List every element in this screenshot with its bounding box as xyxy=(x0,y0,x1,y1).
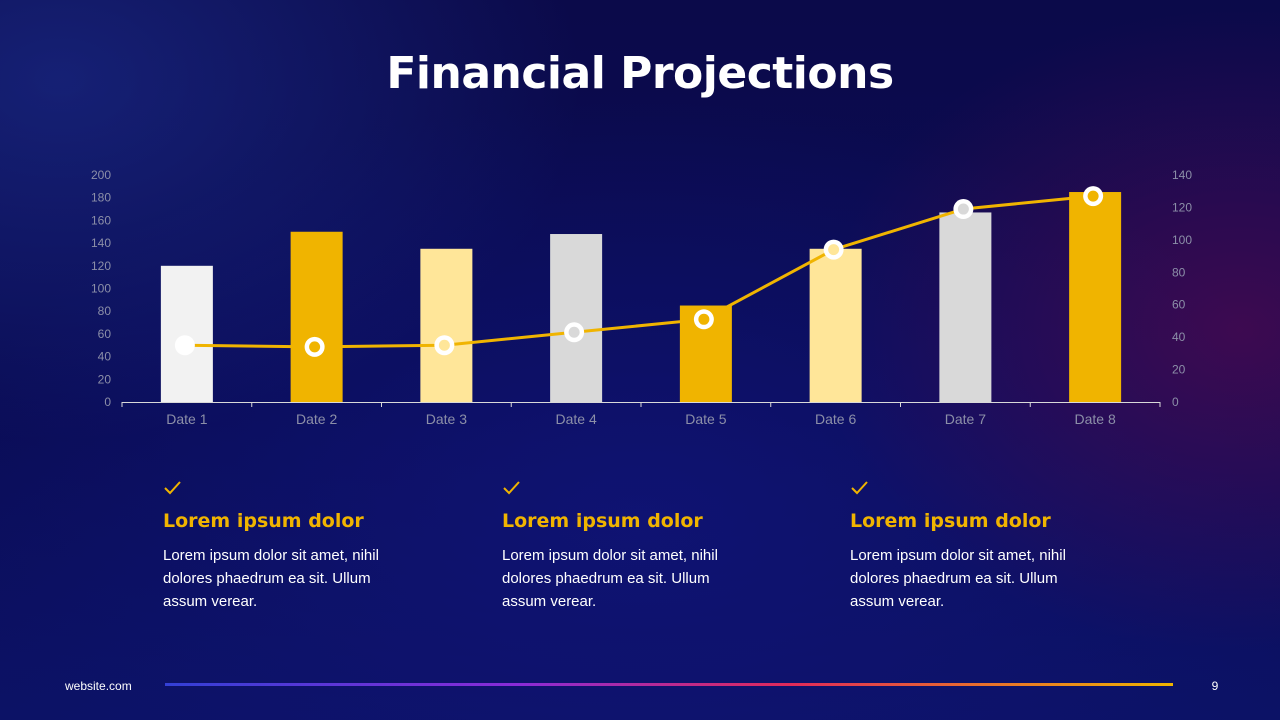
y2-axis-tick-label: 40 xyxy=(1172,330,1186,344)
check-icon xyxy=(164,481,181,495)
feature-body: Lorem ipsum dolor sit amet, nihil dolore… xyxy=(163,547,379,610)
y2-axis-tick-label: 120 xyxy=(1172,200,1192,214)
y-axis-tick-label: 0 xyxy=(104,395,111,409)
y-axis-tick-label: 160 xyxy=(91,213,111,227)
y-axis-tick-label: 40 xyxy=(98,350,112,364)
footer-website: website.com xyxy=(65,679,132,693)
line-marker xyxy=(179,339,191,351)
bar xyxy=(809,248,862,402)
bar xyxy=(939,212,992,402)
line-marker xyxy=(568,326,580,338)
x-axis-category-label: Date 8 xyxy=(1075,411,1116,427)
y-axis-tick-label: 20 xyxy=(98,372,112,386)
feature-heading: Lorem ipsum dolor xyxy=(850,510,1051,532)
x-axis-category-label: Date 4 xyxy=(556,411,597,427)
line-marker xyxy=(828,244,840,256)
y-axis-tick-label: 120 xyxy=(91,259,111,273)
line-marker xyxy=(957,203,969,215)
y2-axis-tick-label: 140 xyxy=(1172,168,1192,182)
y2-axis-tick-label: 80 xyxy=(1172,265,1186,279)
y-axis-tick-label: 140 xyxy=(91,236,111,250)
check-icon xyxy=(503,481,520,495)
y2-axis-tick-label: 100 xyxy=(1172,233,1192,247)
y2-axis-tick-label: 20 xyxy=(1172,363,1186,377)
feature-body: Lorem ipsum dolor sit amet, nihil dolore… xyxy=(850,547,1066,610)
line-marker xyxy=(309,341,321,353)
x-axis-category-label: Date 2 xyxy=(296,411,337,427)
x-axis-category-label: Date 1 xyxy=(166,411,207,427)
feature-2: Lorem ipsum dolor Lorem ipsum dolor sit … xyxy=(502,478,792,613)
x-axis-category-label: Date 7 xyxy=(945,411,986,427)
x-axis-category-label: Date 6 xyxy=(815,411,856,427)
bar xyxy=(550,234,603,402)
line-marker xyxy=(698,313,710,325)
x-axis-category-label: Date 3 xyxy=(426,411,467,427)
line-marker xyxy=(438,339,450,351)
bar xyxy=(290,231,343,402)
line-marker xyxy=(1087,190,1099,202)
y2-axis-tick-label: 0 xyxy=(1172,395,1179,409)
page-number: 9 xyxy=(1211,679,1219,693)
bar xyxy=(1069,192,1122,402)
feature-body: Lorem ipsum dolor sit amet, nihil dolore… xyxy=(502,547,718,610)
feature-1: Lorem ipsum dolor Lorem ipsum dolor sit … xyxy=(163,478,453,613)
y-axis-tick-label: 200 xyxy=(91,168,111,182)
y-axis-tick-label: 60 xyxy=(98,327,112,341)
financial-chart: 0 20 40 60 80 100 120 140 160 180 200 0 20 40 60 80 100 1… xyxy=(91,168,1192,427)
y2-axis-tick-label: 60 xyxy=(1172,298,1186,312)
feature-heading: Lorem ipsum dolor xyxy=(502,510,703,532)
check-icon xyxy=(851,481,868,495)
bar xyxy=(160,265,213,402)
y-axis-tick-label: 100 xyxy=(91,282,111,296)
feature-3: Lorem ipsum dolor Lorem ipsum dolor sit … xyxy=(850,478,1140,613)
feature-heading: Lorem ipsum dolor xyxy=(163,510,364,532)
line-series xyxy=(184,194,1094,349)
footer-gradient-line xyxy=(165,683,1173,686)
x-axis-category-label: Date 5 xyxy=(685,411,726,427)
slide-title: Financial Projections xyxy=(386,48,894,99)
bar xyxy=(420,248,473,402)
y-axis-tick-label: 80 xyxy=(98,304,112,318)
y-axis-tick-label: 180 xyxy=(91,191,111,205)
